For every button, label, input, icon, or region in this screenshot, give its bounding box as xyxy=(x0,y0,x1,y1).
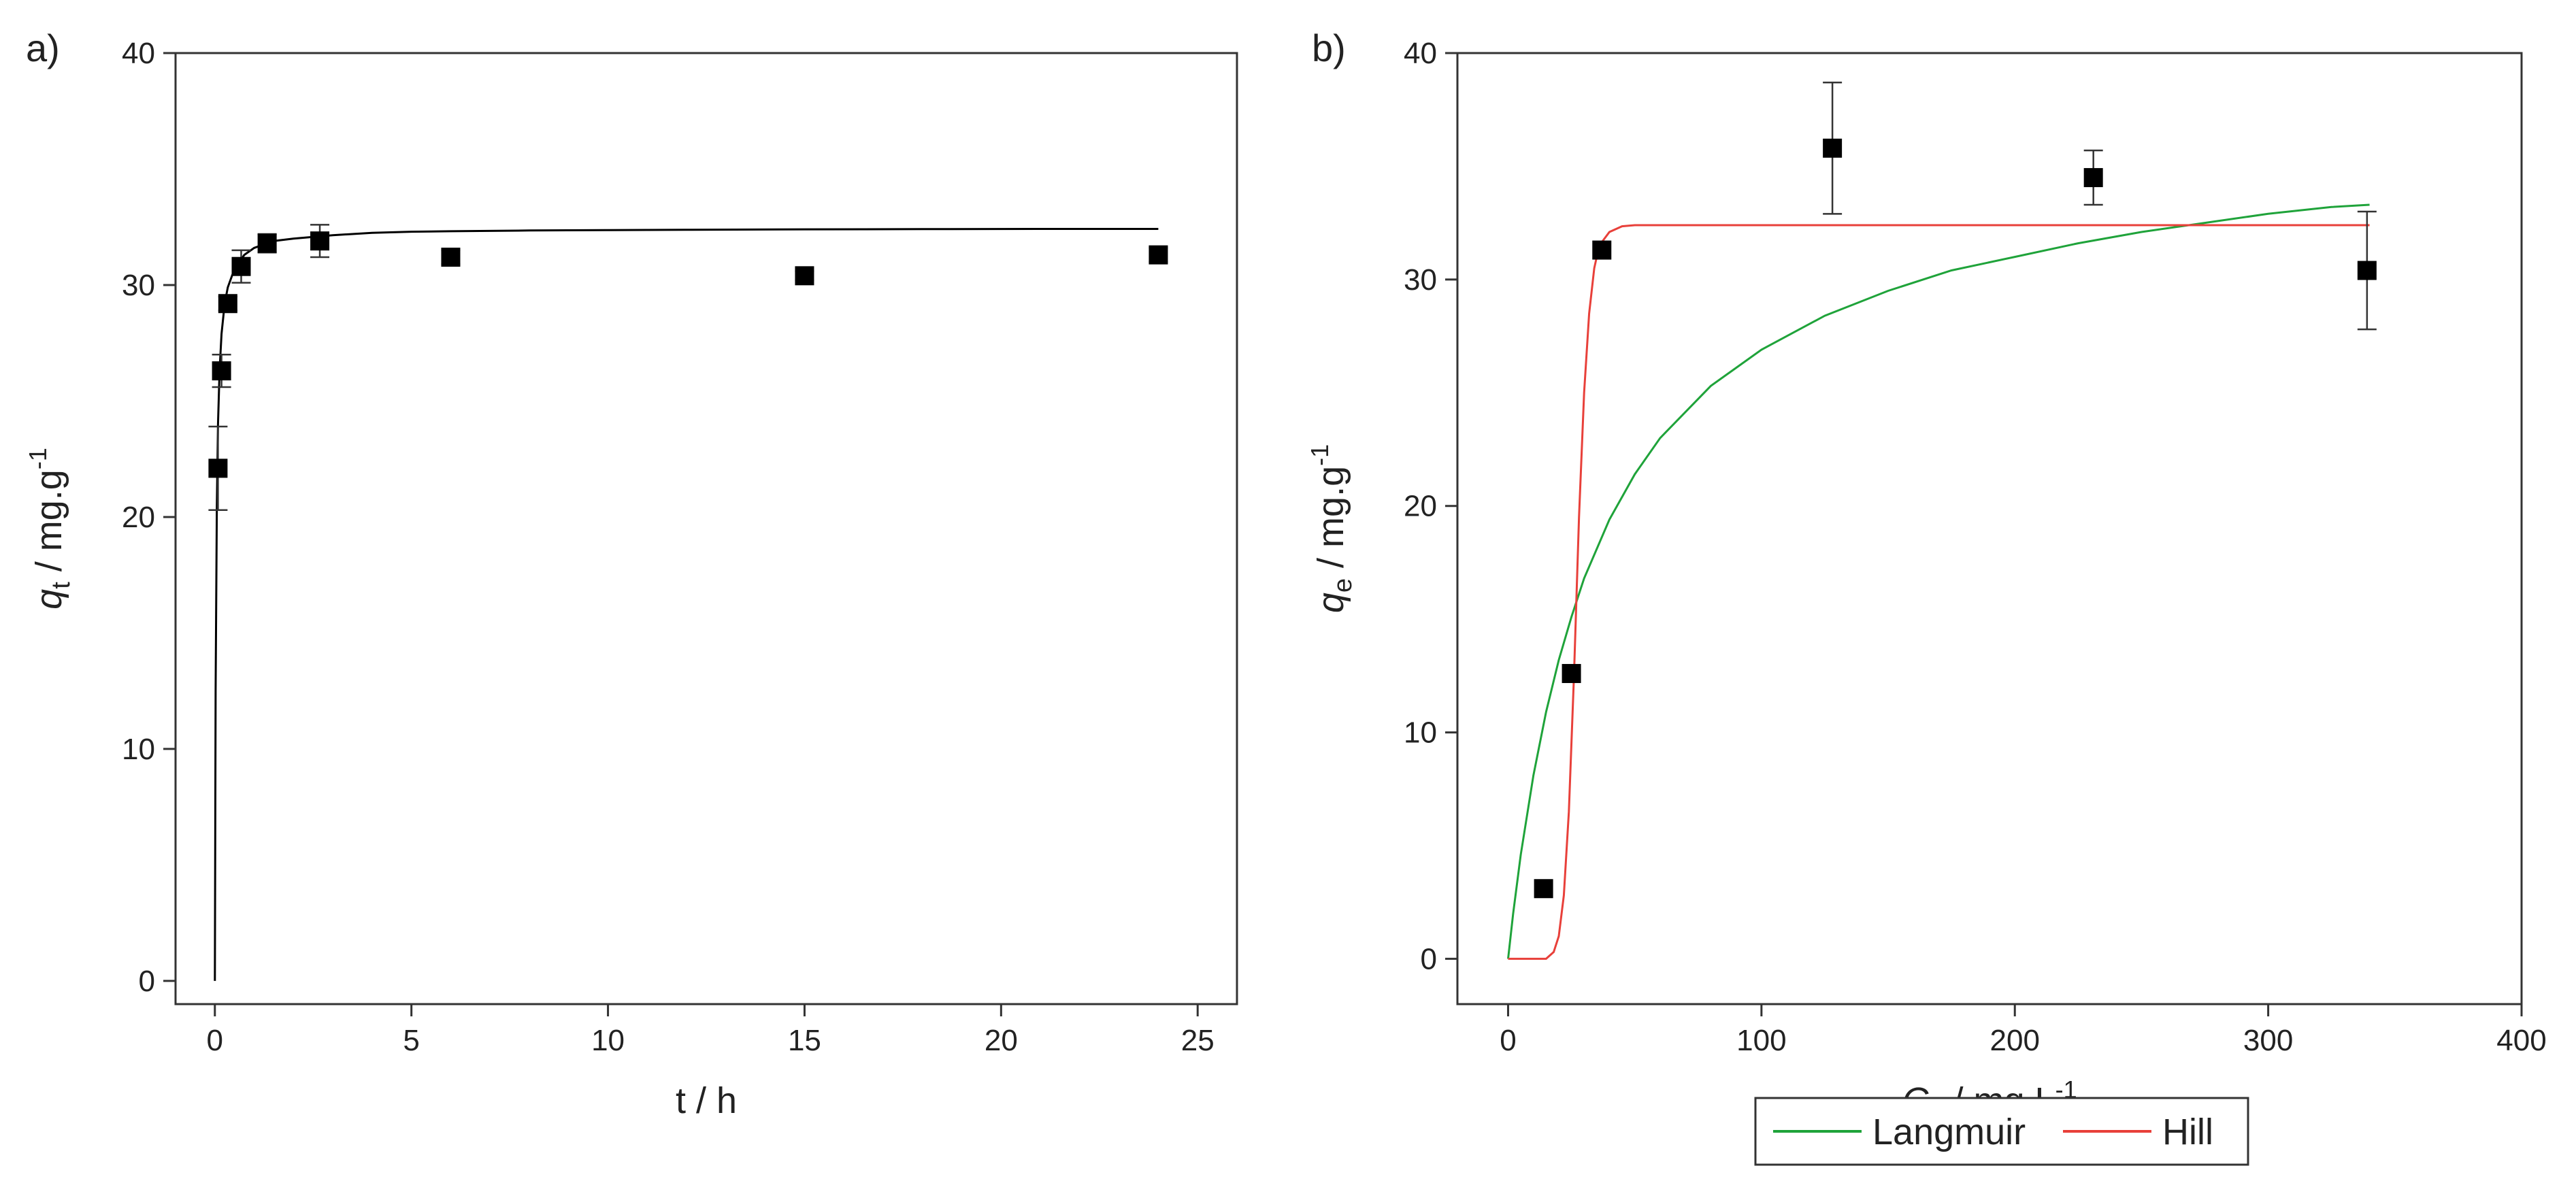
plot-frame-0 xyxy=(174,52,1238,1005)
y-axis-label-0: qt / mg.g-1 xyxy=(24,448,76,610)
x-tick-label: 100 xyxy=(1736,1024,1786,1057)
x-tick-label: 5 xyxy=(403,1024,419,1057)
data-point xyxy=(257,233,277,253)
data-point xyxy=(310,231,330,251)
y-tick-label: 20 xyxy=(122,501,155,534)
x-tick-label: 0 xyxy=(1500,1024,1516,1057)
data-point xyxy=(1823,138,1843,158)
data-point xyxy=(231,256,251,276)
y-tick-label: 10 xyxy=(122,733,155,766)
x-tick-label: 25 xyxy=(1181,1024,1215,1057)
data-point xyxy=(2083,168,2103,188)
x-tick-label: 10 xyxy=(591,1024,625,1057)
x-tick-label: 300 xyxy=(2243,1024,2293,1057)
data-point xyxy=(1534,879,1553,899)
series-line-langmuir xyxy=(1507,203,2370,959)
panel-label-1: b) xyxy=(1312,27,1346,69)
y-tick-label: 20 xyxy=(1404,490,1437,523)
data-point xyxy=(1149,245,1168,265)
x-tick-label: 20 xyxy=(985,1024,1018,1057)
x-tick-label: 0 xyxy=(207,1024,223,1057)
series-line-fit xyxy=(214,228,1159,981)
legend-label-langmuir: Langmuir xyxy=(1872,1112,2026,1152)
data-point xyxy=(441,248,461,267)
panel-label-0: a) xyxy=(26,27,60,69)
y-tick-label: 30 xyxy=(122,269,155,302)
data-point xyxy=(208,459,228,478)
series-line-hill xyxy=(1508,224,2370,960)
data-point xyxy=(212,361,231,381)
y-axis-label-1: qe / mg.g-1 xyxy=(1306,444,1357,613)
x-axis-label-0: t / h xyxy=(676,1080,737,1121)
x-tick-label: 15 xyxy=(788,1024,821,1057)
y-tick-label: 0 xyxy=(139,965,155,998)
plot-frame-1 xyxy=(1456,52,2523,1005)
x-tick-label: 400 xyxy=(2496,1024,2546,1057)
data-point xyxy=(218,294,237,314)
y-tick-label: 40 xyxy=(122,37,155,70)
data-point xyxy=(1562,664,1581,684)
data-point xyxy=(795,266,814,286)
y-tick-label: 0 xyxy=(1421,942,1437,976)
y-tick-label: 10 xyxy=(1404,716,1437,750)
x-tick-label: 200 xyxy=(1990,1024,2040,1057)
data-point xyxy=(2357,261,2377,280)
y-tick-label: 40 xyxy=(1404,37,1437,70)
data-point xyxy=(1592,240,1612,260)
legend-label-hill: Hill xyxy=(2162,1112,2213,1152)
y-tick-label: 30 xyxy=(1404,263,1437,297)
